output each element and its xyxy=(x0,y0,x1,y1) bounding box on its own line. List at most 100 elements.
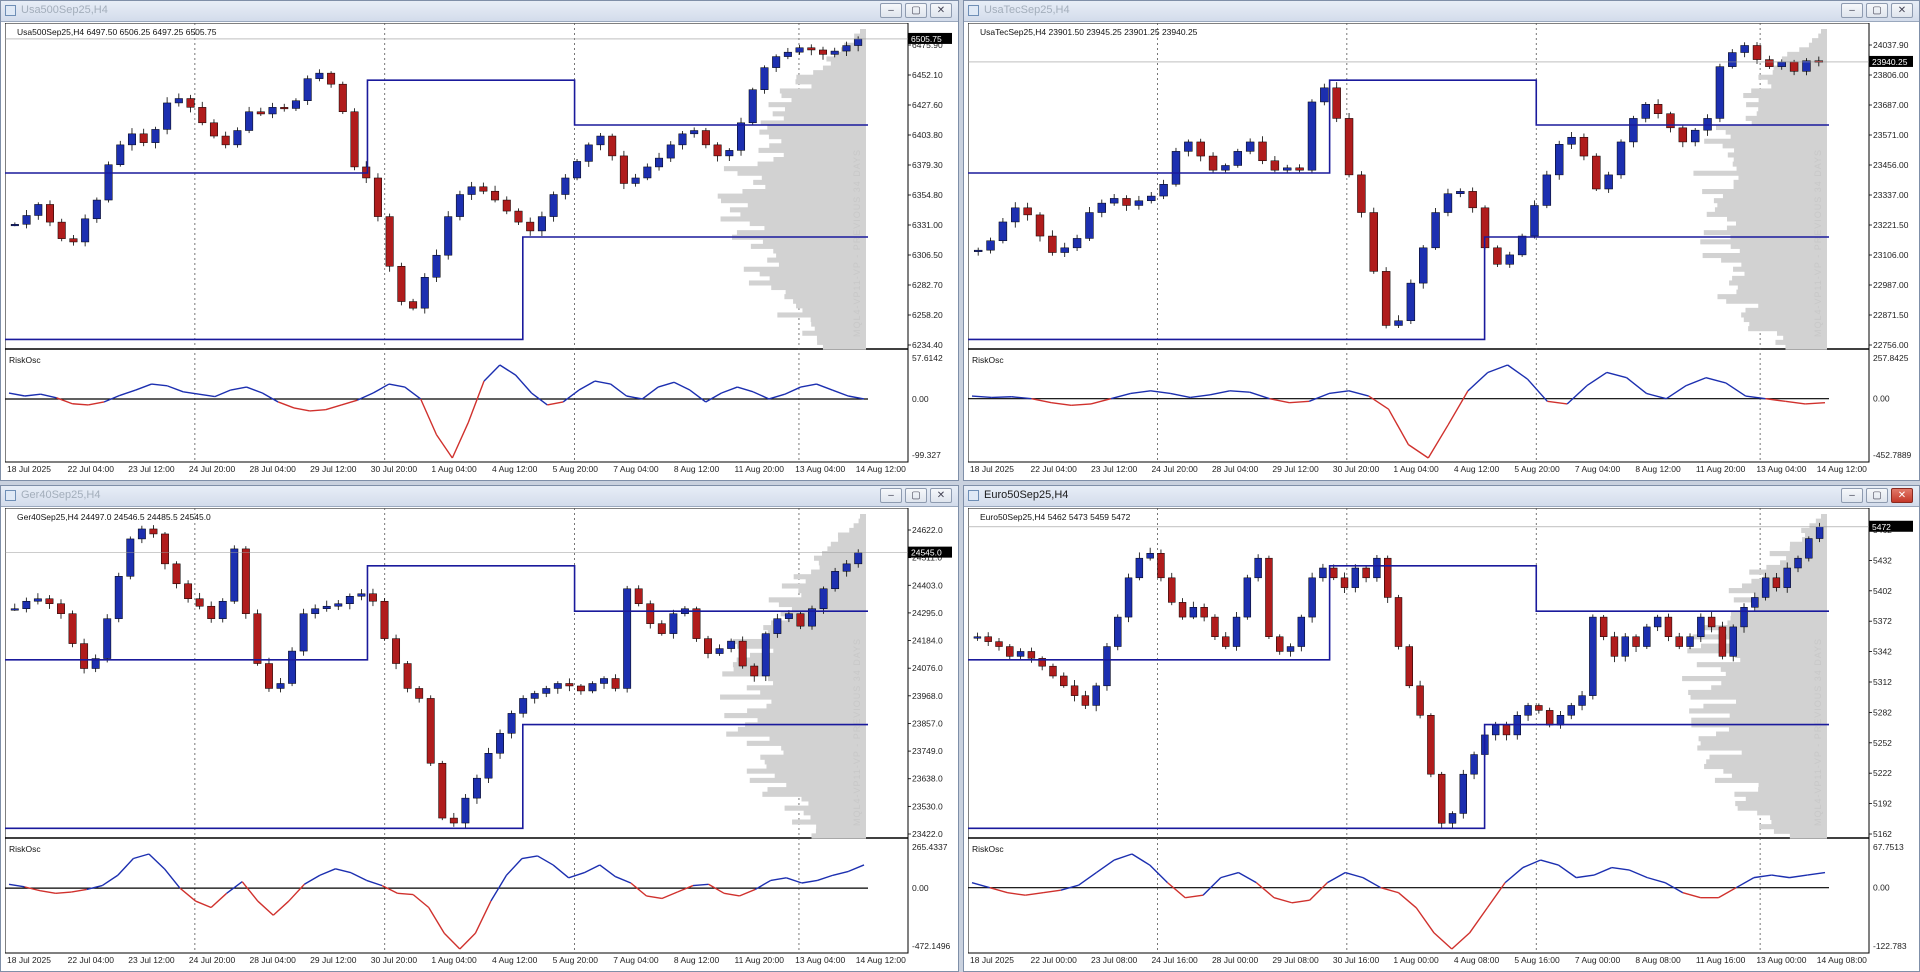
candle-body xyxy=(1295,167,1304,171)
chart-window-usatec[interactable]: UsaTecSep25,H4 – ▢ ✕ MQL4-VP11-VP - PREVIOUS… xyxy=(963,0,1920,481)
date-tick-label: 11 Aug 20:00 xyxy=(1696,464,1746,474)
chart-plot[interactable]: MQL4-VP11-VP - PREVIOUS 34 DAYS Usa500Sep… xyxy=(5,23,954,476)
minimize-button[interactable]: – xyxy=(880,488,902,503)
volume-profile-bar xyxy=(791,97,866,103)
window-titlebar[interactable]: UsaTecSep25,H4 – ▢ ✕ xyxy=(964,1,1919,22)
volume-profile-bar xyxy=(1682,676,1827,682)
maximize-button[interactable]: ▢ xyxy=(1866,488,1888,503)
volume-profile-bar xyxy=(816,335,866,341)
volume-profile-bar xyxy=(1740,657,1827,663)
candle-body xyxy=(611,678,620,689)
candle-body xyxy=(230,548,239,602)
candle-body xyxy=(1344,118,1354,176)
window-titlebar[interactable]: Euro50Sep25,H4 – ▢ ✕ xyxy=(964,486,1919,507)
risk-osc-segment xyxy=(1007,892,1026,896)
close-button[interactable]: ✕ xyxy=(930,3,952,18)
risk-osc-segment xyxy=(708,883,725,894)
candle-body xyxy=(1718,626,1727,657)
price-chart-svg[interactable]: MQL4-VP11-VP - PREVIOUS 34 DAYS Ger40Sep2… xyxy=(5,508,954,967)
candle-body xyxy=(1035,214,1045,237)
price-tick-label: 23687.00 xyxy=(1873,100,1909,110)
volume-profile-bar xyxy=(768,134,866,140)
risk-osc-segment xyxy=(752,391,770,400)
volume-profile-bar xyxy=(814,555,866,561)
volume-profile-bar xyxy=(726,731,866,737)
maximize-button[interactable]: ▢ xyxy=(1866,3,1888,18)
candle-body xyxy=(1621,636,1629,657)
chart-window-usa500[interactable]: Usa500Sep25,H4 – ▢ ✕ MQL4-VP11-VP - PREVIOUS… xyxy=(0,0,959,481)
date-tick-label: 30 Jul 20:00 xyxy=(1333,464,1380,474)
maximize-button[interactable]: ▢ xyxy=(905,3,927,18)
price-tick-label: 5222 xyxy=(1873,768,1892,778)
risk-osc-segment xyxy=(435,434,453,459)
candle-body xyxy=(1124,577,1133,618)
volume-profile-bar xyxy=(1714,777,1827,783)
date-tick-label: 11 Aug 20:00 xyxy=(735,464,785,474)
close-button[interactable]: ✕ xyxy=(1891,488,1913,503)
candle-body xyxy=(1016,651,1025,657)
volume-profile-bar xyxy=(743,266,866,272)
risk-osc-segment xyxy=(1060,884,1079,891)
volume-profile-bar xyxy=(792,819,866,825)
minimize-button[interactable]: – xyxy=(1841,488,1863,503)
risk-osc-segment xyxy=(991,396,1012,399)
close-button[interactable]: ✕ xyxy=(930,488,952,503)
risk-osc-segment xyxy=(547,401,564,406)
maximize-button[interactable]: ▢ xyxy=(905,488,927,503)
volume-profile-bar xyxy=(750,243,866,249)
oscillator-tick-label: -122.783 xyxy=(1873,941,1907,951)
price-chart-svg[interactable]: MQL4-VP11-VP - PREVIOUS 34 DAYS Usa500Sep… xyxy=(5,23,954,476)
volume-profile-bar xyxy=(813,70,866,76)
volume-profile-bar xyxy=(1789,833,1827,839)
chart-window-euro50[interactable]: Euro50Sep25,H4 – ▢ ✕ MQL4-VP11-VP - PREVIOUS… xyxy=(963,485,1920,972)
risk-osc-segment xyxy=(1576,874,1595,879)
minimize-button[interactable]: – xyxy=(1841,3,1863,18)
volume-profile-bar xyxy=(1734,791,1827,797)
volume-profile-bar xyxy=(849,527,866,534)
candle-body xyxy=(1653,104,1663,114)
candle-body xyxy=(1233,151,1242,166)
window-titlebar[interactable]: Usa500Sep25,H4 – ▢ ✕ xyxy=(1,1,958,22)
candle-body xyxy=(1373,557,1381,579)
volume-profile-bar xyxy=(773,248,866,254)
candle-body xyxy=(1157,553,1165,579)
risk-osc-segment xyxy=(1433,932,1453,950)
candle-body xyxy=(576,685,585,692)
candle-body xyxy=(819,49,828,55)
risk-osc-segment xyxy=(428,907,445,934)
risk-osc-segment xyxy=(167,385,184,393)
risk-osc-segment xyxy=(1745,395,1766,400)
close-button[interactable]: ✕ xyxy=(1891,3,1913,18)
minimize-button[interactable]: – xyxy=(880,3,902,18)
window-titlebar[interactable]: Ger40Sep25,H4 – ▢ ✕ xyxy=(1,486,958,507)
price-tick-label: 23422.0 xyxy=(912,829,943,839)
volume-profile-bar xyxy=(802,307,866,313)
risk-osc-segment xyxy=(1149,864,1168,884)
candle-body xyxy=(253,613,262,664)
volume-profile-bar xyxy=(822,551,866,557)
volume-profile-bar xyxy=(1732,161,1827,167)
window-title: UsaTecSep25,H4 xyxy=(984,4,1070,16)
price-chart-svg[interactable]: MQL4-VP11-VP - PREVIOUS 34 DAYS Euro50Sep… xyxy=(968,508,1915,967)
volume-profile-bar xyxy=(815,828,866,834)
volume-profile-bar xyxy=(1730,615,1827,621)
volume-profile-bar xyxy=(811,833,866,839)
volume-profile-bar xyxy=(781,93,866,99)
volume-profile-bar xyxy=(854,33,866,39)
chart-plot[interactable]: MQL4-VP11-VP - PREVIOUS 34 DAYS Euro50Sep… xyxy=(968,508,1915,967)
chart-plot[interactable]: MQL4-VP11-VP - PREVIOUS 34 DAYS Ger40Sep2… xyxy=(5,508,954,967)
candle-body xyxy=(68,613,77,644)
chart-plot[interactable]: MQL4-VP11-VP - PREVIOUS 34 DAYS UsaTecSep… xyxy=(968,23,1915,476)
volume-profile-bar xyxy=(720,216,866,222)
risk-osc-segment xyxy=(1327,871,1346,884)
volume-profile-bar xyxy=(757,717,866,723)
candle-body xyxy=(1011,207,1020,223)
risk-osc-segment xyxy=(1504,867,1524,884)
candle-body xyxy=(484,753,493,779)
candle-body xyxy=(114,576,123,619)
volume-profile-bar xyxy=(766,703,866,709)
volume-profile-bar xyxy=(1723,768,1827,774)
chart-window-ger40[interactable]: Ger40Sep25,H4 – ▢ ✕ MQL4-VP11-VP - PREVIOUS … xyxy=(0,485,959,972)
candle-body xyxy=(218,600,227,619)
price-chart-svg[interactable]: MQL4-VP11-VP - PREVIOUS 34 DAYS UsaTecSep… xyxy=(968,23,1915,476)
